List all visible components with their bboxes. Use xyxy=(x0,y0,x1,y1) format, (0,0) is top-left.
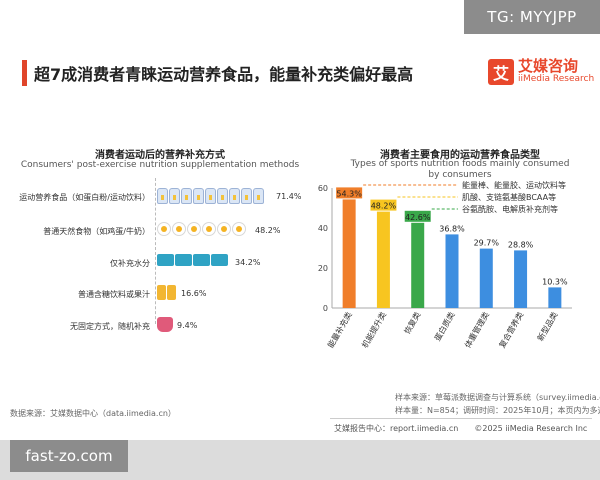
egg-icon xyxy=(157,222,171,236)
watermark-top: TG: MYYJPP xyxy=(464,0,600,34)
value-label: 36.8% xyxy=(439,224,465,233)
sample-source-note: 样本来源：草莓派数据调查与计算系统（survey.iimedia.cn） xyxy=(395,393,600,402)
bottle-icon xyxy=(157,188,168,204)
water-bottle-icon xyxy=(193,254,210,266)
can-icon xyxy=(157,285,166,300)
water-bottle-icon xyxy=(211,254,228,266)
left-row-label: 普通含糖饮料或果汁 xyxy=(78,290,150,299)
annotation-text: 能量棒、能量胶、运动饮料等 xyxy=(462,180,566,190)
footer-text: 艾媒报告中心：report.iimedia.cn ©2025 iiMedia R… xyxy=(334,424,588,433)
left-row-icons xyxy=(157,188,264,204)
left-row-value: 34.2% xyxy=(235,258,261,267)
left-chart-subtitle: Consumers' post-exercise nutrition suppl… xyxy=(20,160,300,170)
y-tick-label: 0 xyxy=(323,304,328,313)
egg-icon xyxy=(187,222,201,236)
egg-icon xyxy=(202,222,216,236)
left-row-icons xyxy=(157,222,246,236)
value-label: 29.7% xyxy=(474,239,500,248)
left-row-label: 仅补充水分 xyxy=(110,259,150,268)
value-label-box xyxy=(404,210,431,222)
egg-icon xyxy=(172,222,186,236)
bottle-icon xyxy=(241,188,252,204)
bottle-icon xyxy=(181,188,192,204)
egg-icon xyxy=(232,222,246,236)
bar xyxy=(548,287,562,308)
right-bar-chart: 0 20 40 60 54.3% 能量补充类 48.2% 机能提升类 42.6% 恢复类 36.8%… xyxy=(318,180,572,350)
y-tick-label: 40 xyxy=(318,224,328,233)
bar xyxy=(514,250,528,308)
water-bottle-icon xyxy=(175,254,192,266)
logo-cn: 艾媒咨询 xyxy=(518,57,579,75)
bottle-icon xyxy=(169,188,180,204)
value-label: 42.6% xyxy=(405,213,431,222)
can-icon xyxy=(167,285,176,300)
left-row-label: 运动营养食品（如蛋白粉/运动饮料） xyxy=(19,193,150,202)
value-label: 54.3% xyxy=(336,189,362,198)
value-label: 10.3% xyxy=(542,277,568,286)
bottle-icon xyxy=(217,188,228,204)
data-source: 数据来源：艾媒数据中心（data.iimedia.cn） xyxy=(10,409,176,418)
cup-icon xyxy=(157,317,173,332)
left-row-value: 71.4% xyxy=(276,192,302,201)
left-row-value: 16.6% xyxy=(181,289,207,298)
left-row-icons xyxy=(157,317,173,332)
left-row-value: 48.2% xyxy=(255,226,281,235)
title-accent-bar xyxy=(22,60,27,86)
left-chart-axis xyxy=(155,178,156,324)
left-row-value: 9.4% xyxy=(177,321,198,330)
bottle-icon xyxy=(253,188,264,204)
y-tick-label: 20 xyxy=(318,264,328,273)
bar xyxy=(342,199,356,308)
bar xyxy=(479,248,493,308)
water-bottle-icon xyxy=(157,254,174,266)
value-label: 28.8% xyxy=(508,240,534,249)
bar xyxy=(445,234,459,308)
x-tick-label: 复合营养类 xyxy=(497,310,526,350)
annotation-text: 谷氨酰胺、电解质补充剂等 xyxy=(462,204,558,214)
right-chart-subtitle-2: by consumers xyxy=(428,170,492,180)
bar xyxy=(376,211,390,308)
value-label-box xyxy=(370,199,397,211)
bar xyxy=(411,222,425,308)
brand-logo: 艾 艾媒咨询 iiMedia Research xyxy=(488,58,594,85)
right-chart-subtitle-1: Types of sports nutrition foods mainly c… xyxy=(350,159,570,169)
footer-divider xyxy=(330,418,592,419)
logo-en: iiMedia Research xyxy=(518,74,595,84)
x-tick-label: 恢复类 xyxy=(402,310,423,336)
sample-info-note: 样本量：N=854；调研时间：2025年10月；本页内为多选题 xyxy=(395,406,600,415)
x-tick-label: 能量补充类 xyxy=(325,310,354,350)
annotation-text: 肌酸、支链氨基酸BCAA等 xyxy=(462,192,556,202)
left-row-label: 无固定方式，随机补充 xyxy=(70,322,150,331)
left-chart-title: 消费者运动后的营养补充方式 xyxy=(95,150,225,161)
right-chart-title: 消费者主要食用的运动营养食品类型 xyxy=(380,150,540,161)
watermark-bottom: fast-zo.com xyxy=(10,440,128,472)
bottle-icon xyxy=(229,188,240,204)
x-tick-label: 体重管理类 xyxy=(462,310,491,350)
x-tick-label: 新型品类 xyxy=(535,310,560,343)
page-title: 超7成消费者青睐运动营养食品，能量补充类偏好最高 xyxy=(34,65,414,84)
bottle-icon xyxy=(205,188,216,204)
left-row-icons xyxy=(157,285,176,300)
logo-mark: 艾 xyxy=(488,58,514,85)
egg-icon xyxy=(217,222,231,236)
bottle-icon xyxy=(193,188,204,204)
value-label: 48.2% xyxy=(371,202,397,211)
x-tick-label: 蛋白质类 xyxy=(432,310,457,343)
left-row-label: 普通天然食物（如鸡蛋/牛奶） xyxy=(43,227,150,236)
left-row-icons xyxy=(157,254,228,266)
y-tick-label: 60 xyxy=(318,184,328,193)
value-label-box xyxy=(336,187,363,199)
slide: TG: MYYJPP 超7成消费者青睐运动营养食品，能量补充类偏好最高 艾 艾媒… xyxy=(0,0,600,440)
x-tick-label: 机能提升类 xyxy=(360,310,389,350)
